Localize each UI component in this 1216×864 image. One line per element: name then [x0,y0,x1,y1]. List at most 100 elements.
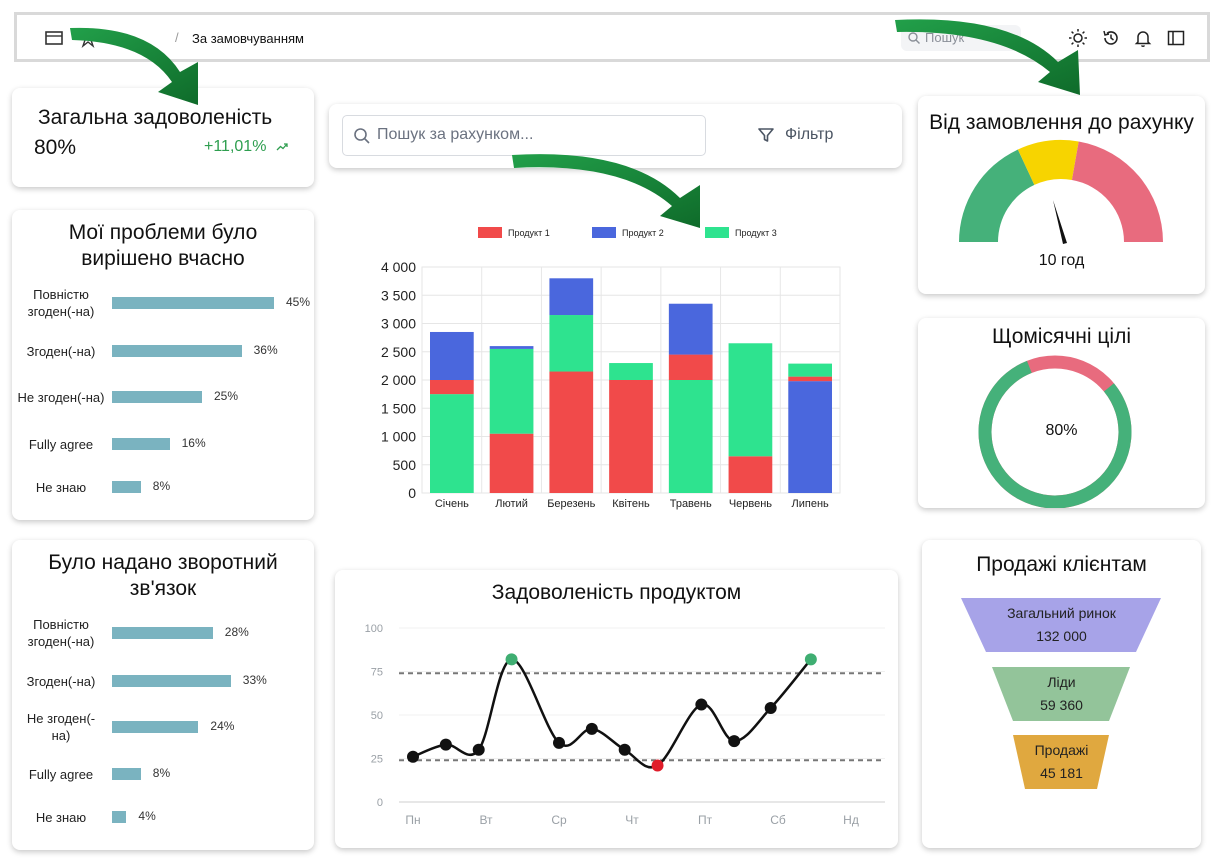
survey-row-label: Fully agree [12,436,110,453]
sun-icon[interactable] [1067,27,1089,49]
survey-bar-value: 8% [152,766,171,780]
survey-bar-value: 28% [224,625,249,639]
x-tick-label: Січень [435,498,469,510]
y-tick-label: 3 000 [381,316,416,332]
survey-title-line2: зв'язок [129,577,197,600]
series-line [412,658,812,769]
survey-row-label: Не згоден(-на) [12,389,110,406]
data-point [439,738,452,751]
survey-bar-value: 4% [138,809,156,823]
survey-title-line2: вирішено вчасно [81,247,245,270]
y-tick-label: 2 000 [381,372,416,388]
search-input[interactable]: Пошук [901,25,1021,51]
gauge [959,140,1163,244]
survey-bar [112,438,170,450]
survey-row-label-line1: Не знаю [35,480,87,495]
y-tick-label: 500 [393,457,417,473]
y-tick-label: 1 500 [381,400,416,416]
legend-label: Продукт 1 [508,228,550,238]
survey-bar [112,675,231,687]
survey-row-label-line1: Fully agree [28,437,94,452]
legend-swatch [705,227,729,238]
survey-bar [112,481,141,493]
search-icon [908,32,920,44]
bell-icon[interactable] [1132,27,1154,49]
data-point-high [505,653,518,666]
gauge-segment-yellow [1017,140,1079,185]
survey-row-label-line1: Не згоден(-на) [17,390,105,405]
bar-segment-2 [668,380,713,493]
y-tick-label: 75 [371,667,383,679]
survey-bar [112,391,202,403]
survey-row-label: Не знаю [12,479,110,496]
data-point [695,698,708,711]
survey-title-line1: Було надано зворотний [48,551,278,574]
bar-segment-0 [549,371,594,493]
goals-title: Щомісячні цілі [992,325,1131,348]
survey-bar-value: 24% [210,719,235,733]
x-tick-label: Червень [729,498,772,510]
history-icon[interactable] [1100,27,1122,49]
survey-row-label-line1: Не згоден(- [26,711,96,726]
bar-segment-2 [430,394,474,493]
goals-donut [978,355,1132,508]
invoice-search-input[interactable]: Пошук за рахунком... [342,115,706,156]
gauge-value: 10 год [1038,252,1085,269]
survey-bar-value: 36% [253,343,278,357]
data-point [407,750,419,763]
star-icon[interactable] [77,27,99,49]
survey-row-label-line1: Не знаю [35,810,87,825]
data-point-low [651,759,664,772]
y-tick-label: 0 [377,797,383,809]
x-tick-label: Березень [547,498,595,510]
funnel-title: Продажі клієнтам [976,553,1147,576]
trend-up-icon [276,143,288,151]
kpi-value: 80% [34,136,77,159]
survey-row-label: Згоден(-на) [12,343,110,360]
sales-funnel-card: Продажі клієнтам Загальний ринок 132 000 Л… [922,540,1201,848]
survey-row-label-line1: Fully agree [28,767,94,782]
survey-bar-value: 33% [242,673,267,687]
y-tick-label: 2 500 [381,344,416,360]
y-tick-label: 25 [371,754,383,766]
survey-row-label-line2: згоден(-на) [27,634,95,649]
bar-segment-1 [549,278,594,316]
gauge-title: Від замовлення до рахунку [929,111,1194,134]
y-tick-label: 0 [408,485,416,501]
survey-row-label: Не згоден(- на) [12,710,110,744]
bar-segment-0 [668,354,713,380]
sidebar-toggle-icon[interactable] [43,27,65,49]
survey-bar-value: 45% [286,295,311,309]
sales-funnel [961,598,1161,789]
legend-label: Продукт 2 [622,228,664,238]
x-tick-label: Нд [843,813,859,827]
x-tick-label: Сб [770,813,786,827]
survey-row-label: Повністю згоден(-на) [12,286,110,320]
data-point [728,735,741,748]
survey-row-label-line1: Згоден(-на) [26,674,96,689]
goals-value: 80% [1045,422,1078,439]
breadcrumb[interactable]: За замовчуванням [192,31,304,46]
top-bar: / За замовчуванням Пошук [14,12,1210,62]
funnel-stage-value: 132 000 [1036,628,1087,644]
survey-bar [112,768,141,780]
search-icon [354,128,370,144]
x-tick-label: Квітень [612,498,650,510]
funnel-stage-value: 45 181 [1040,765,1083,781]
invoice-search-card: Пошук за рахунком... Фільтр [329,104,902,168]
y-tick-label: 3 500 [381,287,416,303]
stacked-bar-chart: 0 500 1 000 1 500 2 000 2 500 3 000 3 500 4 000 С… [381,227,841,510]
bar-segment-2 [489,348,534,434]
bar-segment-1 [668,303,713,355]
survey-bar [112,345,242,357]
filter-label: Фільтр [785,126,834,143]
survey-row-label: Згоден(-на) [12,673,110,690]
survey-row-label-line2: на) [51,728,71,743]
funnel-stage-name: Загальний ринок [1007,605,1116,621]
legend-swatch [478,227,502,238]
data-point [585,722,598,735]
data-point [472,743,485,756]
panel-icon[interactable] [1165,27,1187,49]
survey-row-label-line2: згоден(-на) [27,304,95,319]
funnel-stage [1013,735,1109,789]
